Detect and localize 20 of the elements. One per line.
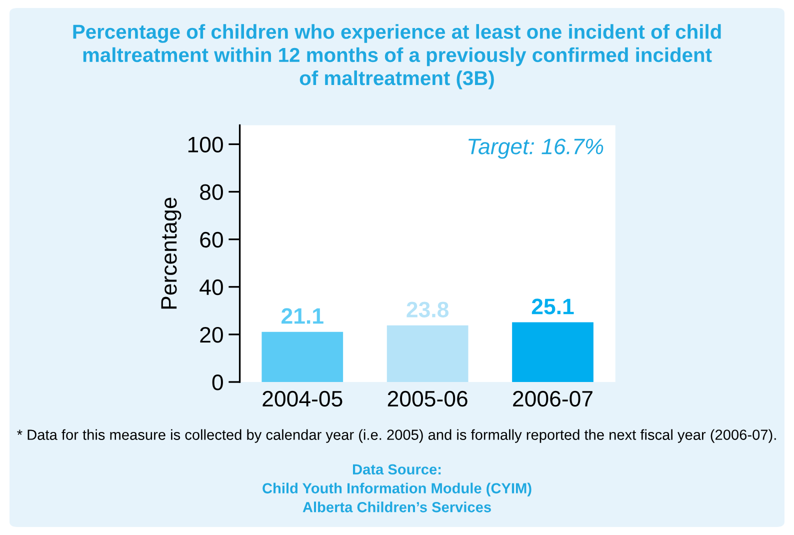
bar [262,332,344,382]
y-tick-label: 40 [200,279,223,296]
x-tick-label: 2004-05 [262,390,342,407]
y-axis-title: Percentage [161,198,182,309]
data-label: 25.1 [532,298,574,314]
bar [512,322,594,382]
data-label: 21.1 [282,308,324,324]
x-tick-label: 2006-07 [513,390,592,407]
y-tick-label: 0 [212,374,223,390]
annotation: Target: 16.7% [468,138,604,159]
y-tick-label: 20 [200,326,223,343]
data-label: 23.8 [406,302,449,318]
y-tick-label: 100 [188,136,223,152]
chart-title: Percentage of children who experience at least one incident of child maltreatment within 12 months of a previously confirmed incident of maltreatment (3B) [73,24,721,90]
source-note: Data Source: Child Youth Information Module (CYIM) Alberta Children’s Services [262,464,532,512]
text: * Data for this measure is collected by calendar year (i.e. 2005) and is formally reported the next fiscal year (2006-07). [17,429,776,443]
y-tick-label: 80 [200,184,223,200]
x-tick-label: 2005-06 [388,390,468,407]
y-tick-label: 60 [200,232,223,248]
bar [386,325,468,382]
